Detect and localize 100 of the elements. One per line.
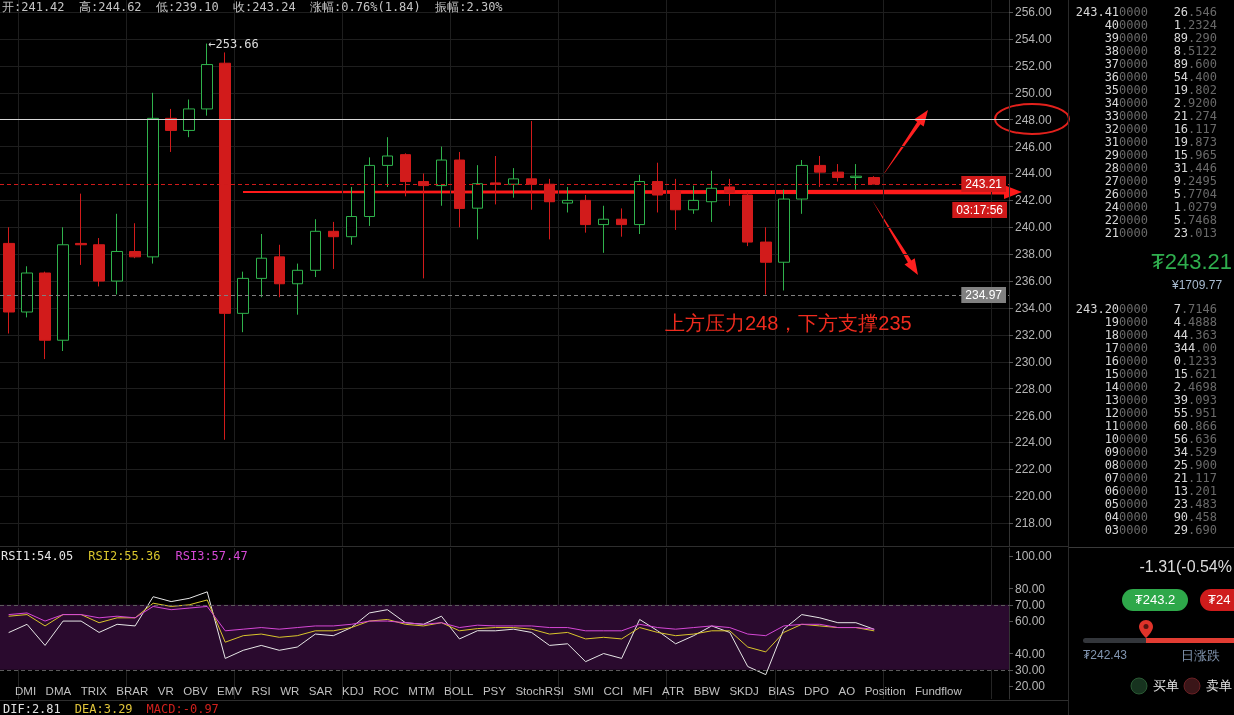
y-tick-label: 242.00	[1015, 193, 1053, 208]
text: 080000	[1104, 457, 1148, 472]
text: 31.446	[1173, 161, 1217, 176]
text: 4.4888	[1173, 314, 1217, 329]
text: ₮243.21	[1151, 249, 1232, 275]
annotation: DMI	[15, 684, 37, 698]
y-tick-label: 40.00	[1015, 646, 1046, 661]
text: 买单	[1153, 678, 1179, 694]
annotation: BBW	[693, 684, 720, 698]
annotation: ROC	[373, 684, 399, 698]
pill-button: ₮243.2	[1122, 589, 1188, 611]
text: 5.7468	[1173, 213, 1217, 228]
annotation: BOLL	[444, 684, 474, 698]
y-tick-label: 254.00	[1015, 32, 1053, 46]
text: 1.0279	[1173, 200, 1217, 215]
y-tick-label: 220.00	[1015, 489, 1053, 504]
text: 330000	[1104, 108, 1148, 123]
text: 100000	[1104, 431, 1148, 446]
y-tick-label: 246.00	[1015, 139, 1053, 154]
text: 8.5122	[1173, 43, 1217, 58]
text: RSI3:57.47	[175, 549, 248, 563]
text: 39.093	[1173, 392, 1217, 407]
text: 060000	[1104, 483, 1148, 498]
text: 54.400	[1173, 69, 1217, 84]
text: 290000	[1104, 148, 1148, 163]
y-tick-label: 230.00	[1015, 354, 1053, 369]
y-tick-label: 234.00	[1015, 300, 1053, 315]
text: 243.200000	[1075, 301, 1148, 316]
text: 0.1233	[1173, 353, 1217, 368]
annotation: SAR	[308, 684, 333, 698]
y-tick-label: 60.00	[1015, 614, 1046, 629]
text: 16.117	[1173, 121, 1217, 136]
y-tick-label: 232.00	[1015, 327, 1053, 342]
text: 60.866	[1173, 418, 1217, 433]
annotation: SKDJ	[729, 684, 759, 698]
text: 7.7146	[1173, 301, 1217, 316]
text: 243.410000	[1075, 4, 1148, 19]
annotation: PSY	[482, 684, 506, 698]
text: RSI1:54.05	[1, 549, 74, 563]
text: 280000	[1104, 161, 1148, 176]
y-tick-label: 222.00	[1015, 462, 1053, 477]
text: 240000	[1104, 200, 1148, 215]
text: 1.2324	[1173, 17, 1217, 32]
text: 55.951	[1173, 405, 1217, 420]
annotation: OBV	[183, 684, 208, 698]
text: 390000	[1104, 30, 1148, 45]
text: 21.274	[1173, 108, 1217, 123]
text: 89.600	[1173, 56, 1217, 71]
text: 030000	[1104, 522, 1148, 537]
text: 56.636	[1173, 431, 1217, 446]
text: 25.900	[1173, 457, 1217, 472]
text: 370000	[1104, 56, 1148, 71]
text: 13.201	[1173, 483, 1217, 498]
annotation: StochRSI	[515, 684, 565, 698]
text: -1.31(-0.54%	[1139, 557, 1232, 577]
y-tick-label: 228.00	[1015, 381, 1053, 396]
y-tick-label: 238.00	[1015, 247, 1053, 262]
text: 卖单	[1206, 678, 1232, 694]
y-tick-label: 236.00	[1015, 274, 1053, 289]
text: 210000	[1104, 226, 1148, 241]
y-tick-label: 30.00	[1015, 662, 1046, 677]
text: 2.9200	[1173, 95, 1217, 110]
y-tick-label: 250.00	[1015, 85, 1053, 100]
annotation: TRIX	[80, 684, 107, 698]
y-tick-label: 256.00	[1015, 5, 1053, 20]
text: 070000	[1104, 470, 1148, 485]
text: 160000	[1104, 353, 1148, 368]
annotation: DMA	[45, 684, 72, 698]
text: 260000	[1104, 187, 1148, 202]
y-tick-label: 20.00	[1015, 679, 1046, 694]
annotation: AO	[838, 684, 856, 698]
annotation: ←253.66	[208, 36, 259, 51]
text: 2.4698	[1173, 379, 1217, 394]
annotation: 上方压力248，下方支撑235	[665, 312, 912, 334]
annotation: ATR	[662, 684, 685, 698]
text: 130000	[1104, 392, 1148, 407]
text: 310000	[1104, 135, 1148, 149]
text: DEA:3.29	[74, 702, 133, 715]
y-tick-label: 252.00	[1015, 58, 1053, 73]
ref-line-label: 243.21	[965, 177, 1003, 192]
text: 220000	[1104, 213, 1148, 228]
text: DIF:2.81	[3, 702, 61, 715]
text: 日涨跌	[1181, 648, 1220, 663]
text: 270000	[1104, 174, 1148, 189]
text: 180000	[1104, 327, 1148, 342]
chart-title: 开:241.42 高:244.62 低:239.10 收:243.24 涨幅:0.76%(1.84) 振幅:2.30%	[2, 0, 504, 14]
text: 340000	[1104, 95, 1148, 110]
y-tick-label: 240.00	[1015, 220, 1053, 235]
text: ₮242.43	[1083, 648, 1128, 662]
annotation: BRAR	[116, 684, 149, 698]
annotation: CCI	[603, 684, 624, 698]
y-tick-label: 70.00	[1015, 597, 1046, 612]
text: 320000	[1104, 121, 1148, 136]
annotation: MTM	[408, 684, 435, 698]
annotation: Position	[864, 684, 906, 698]
annotation: DPO	[804, 684, 829, 698]
y-tick-label: 226.00	[1015, 408, 1053, 423]
annotation: MFI	[632, 684, 653, 698]
y-tick-label: 100.00	[1015, 549, 1053, 564]
text: 140000	[1104, 379, 1148, 394]
